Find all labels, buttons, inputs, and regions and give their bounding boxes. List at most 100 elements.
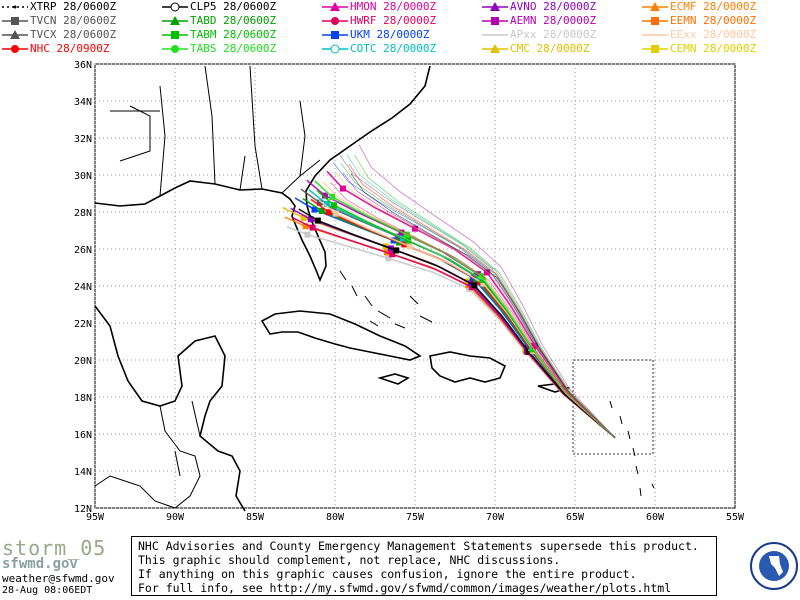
track-marker (412, 225, 418, 232)
great-lakes-region (110, 105, 160, 162)
track-marker (330, 202, 337, 209)
legend-item: TVCX 28/0600Z (0, 28, 116, 42)
legend-item: TABD 28/0600Z (160, 14, 276, 28)
storm-logo: storm_05 sfwmd.gov weather@sfwmd.gov 28-… (2, 536, 130, 600)
storm-name: storm_05 (2, 536, 107, 560)
legend-label: TABM 28/0600Z (190, 28, 277, 41)
cuba (260, 310, 422, 361)
notice-line-2: This graphic should complement, not repl… (138, 553, 561, 567)
model-track (308, 189, 616, 439)
notice-line-1: NHC Advisories and County Emergency Mana… (138, 539, 699, 553)
legend-symbol-icon (162, 31, 188, 39)
coastlines (94, 65, 655, 512)
track-marker (478, 273, 485, 280)
legend-label: TVCN 28/0600Z (30, 14, 117, 27)
track-marker (300, 214, 307, 221)
legend-label: TVCX 28/0600Z (30, 28, 117, 41)
lat-label: 32N (74, 134, 92, 145)
track-marker (321, 192, 328, 199)
lat-label: 22N (74, 319, 92, 330)
lat-label: 36N (74, 60, 92, 71)
lat-label: 20N (74, 356, 92, 367)
legend-item: ECMF 28/0000Z (640, 0, 756, 14)
disclaimer-box: NHC Advisories and County Emergency Mana… (131, 536, 717, 596)
model-track (300, 188, 616, 439)
lon-label: 90W (166, 512, 185, 523)
lon-label: 80W (326, 512, 345, 523)
model-track (286, 226, 616, 439)
legend-label: HMON 28/0000Z (350, 0, 437, 13)
legend-symbol-icon (482, 44, 508, 53)
legend-label: COTC 28/0000Z (350, 42, 437, 55)
track-marker (318, 207, 325, 214)
central-america-borders (94, 400, 201, 509)
model-track (284, 216, 616, 439)
legend-label: XTRP 28/0600Z (30, 0, 117, 13)
legend-label: TABD 28/0600Z (190, 14, 277, 27)
legend-item: XTRP 28/0600Z (0, 0, 116, 14)
track-marker (385, 255, 392, 262)
legend-symbol-icon (642, 45, 668, 53)
legend-symbol-icon (2, 45, 28, 53)
track-marker (389, 251, 396, 258)
legend-symbol-icon (642, 2, 668, 11)
legend-item: EEMN 28/0000Z (640, 14, 756, 28)
model-track (318, 199, 616, 439)
lon-label: 55W (726, 512, 745, 523)
legend-symbol-icon (2, 30, 28, 39)
timestamp: 28-Aug 08:06EDT (2, 585, 93, 596)
model-tracks (282, 144, 616, 439)
track-marker (406, 243, 413, 250)
legend-label: EEMN 28/0000Z (670, 14, 757, 27)
track-marker (311, 206, 318, 213)
track-marker (323, 200, 330, 207)
state-borders (159, 65, 321, 197)
track-marker (314, 217, 321, 224)
legend-symbol-icon (642, 17, 668, 25)
lat-label: 18N (74, 393, 92, 404)
track-map: 95W 90W 85W 80W 75W 70W 65W 60W 55W 36N 34N 32N 30N 2… (74, 60, 745, 523)
model-track (348, 163, 616, 438)
model-track (354, 154, 616, 438)
model-track (342, 172, 616, 438)
model-track (350, 173, 616, 438)
legend-item: CLP5 28/0600Z (160, 0, 276, 14)
legend-label: CMC 28/0000Z (510, 42, 590, 55)
model-track (322, 181, 616, 438)
legend-label: APxx 28/0000Z (510, 28, 597, 41)
us-coastline (94, 65, 431, 283)
model-track (324, 191, 616, 438)
legend-label: AEMN 28/0000Z (510, 14, 597, 27)
lat-label: 24N (74, 282, 92, 293)
lon-label: 60W (646, 512, 665, 523)
lat-label: 26N (74, 245, 92, 256)
track-marker (316, 199, 323, 206)
model-track (356, 164, 616, 438)
legend-label: CEMN 28/0000Z (670, 42, 757, 55)
legend-symbol-icon (2, 5, 28, 9)
track-marker (329, 193, 336, 200)
track-marker (309, 224, 316, 231)
track-marker (332, 210, 339, 217)
legend-item: HMON 28/0000Z (320, 0, 436, 14)
legend-symbol-icon (322, 2, 348, 11)
track-marker (405, 237, 412, 244)
contact-email[interactable]: weather@sfwmd.gov (2, 572, 115, 585)
legend-item: HWRF 28/0000Z (320, 14, 436, 28)
lat-label: 14N (74, 467, 92, 478)
axis-labels: 95W 90W 85W 80W 75W 70W 65W 60W 55W 36N 34N 32N 30N 2… (74, 60, 745, 523)
puerto-rico (537, 383, 571, 393)
notice-line-4[interactable]: For full info, see http://my.sfwmd.gov/s… (138, 581, 672, 595)
legend-symbol-icon (322, 44, 348, 54)
lon-label: 65W (566, 512, 585, 523)
legend-item: CMC 28/0000Z (480, 42, 589, 56)
mexico-coastline (94, 305, 246, 512)
model-track (334, 171, 616, 438)
lat-lon-grid (94, 63, 736, 509)
jamaica (377, 373, 410, 385)
lat-label: 34N (74, 97, 92, 108)
model-track (292, 217, 616, 439)
track-marker (480, 280, 487, 287)
model-track (326, 170, 616, 439)
lat-label: 28N (74, 208, 92, 219)
